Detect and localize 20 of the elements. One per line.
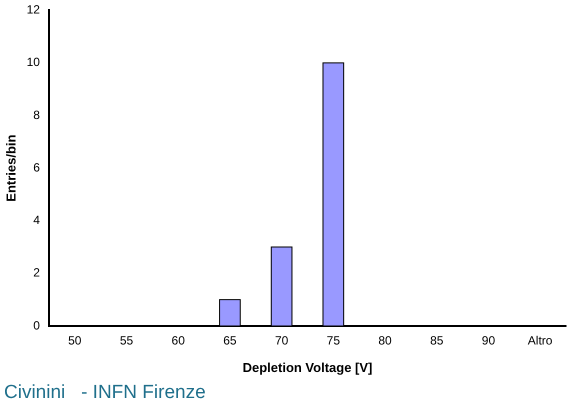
x-tick-label: 50: [68, 334, 82, 348]
y-tick-label: 8: [33, 108, 40, 122]
x-tick-label: 60: [172, 334, 186, 348]
x-axis-title: Depletion Voltage [V]: [242, 360, 372, 375]
x-tick-label: 90: [482, 334, 496, 348]
y-tick-label: 6: [33, 160, 40, 174]
x-tick-label: 65: [223, 334, 237, 348]
y-tick-label: 10: [26, 55, 40, 70]
x-tick-label: Altro: [528, 334, 553, 348]
x-tick-label: 70: [274, 334, 289, 348]
y-axis-title: Entries/bin: [3, 134, 18, 202]
x-tick-label: 75: [326, 334, 340, 348]
x-tick-label: 80: [378, 334, 392, 348]
y-tick-label: 0: [33, 318, 40, 332]
y-tick-label: 2: [33, 266, 40, 280]
x-tick-label: 55: [120, 334, 134, 348]
y-tick-label: 4: [33, 213, 40, 228]
text: Civinini - INFN Firenze: [4, 382, 206, 404]
y-tick-label: 12: [26, 2, 40, 17]
x-tick-label: 85: [430, 334, 444, 348]
